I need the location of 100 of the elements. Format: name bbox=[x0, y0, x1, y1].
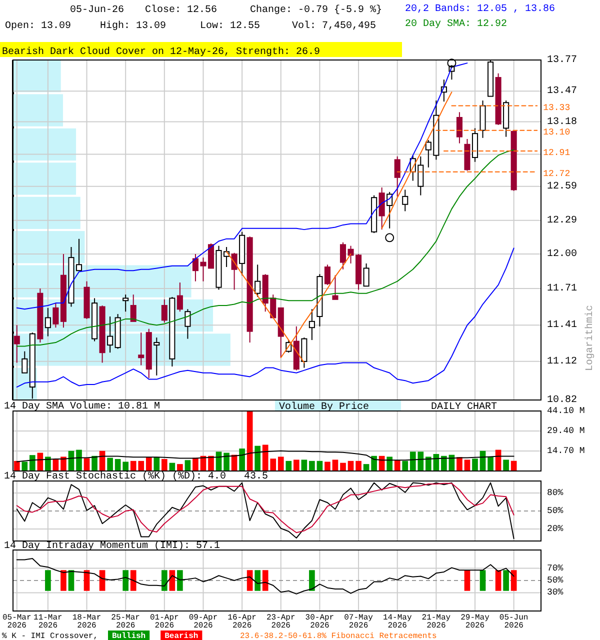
y-tick-label: 12.00 bbox=[547, 249, 578, 260]
data-label: 13.10 bbox=[543, 127, 570, 138]
x-tick-label: 14-May 2026 bbox=[382, 614, 412, 630]
bar bbox=[309, 460, 315, 471]
candlestick bbox=[254, 264, 261, 298]
candlestick bbox=[308, 308, 315, 341]
text: Close: 12.56 bbox=[145, 4, 218, 16]
bar bbox=[456, 457, 462, 471]
chart-title: 14 Day Intraday Momentum (IMI): 57.1 bbox=[4, 540, 220, 552]
x-tick-label: 30-Apr 2026 bbox=[305, 614, 334, 630]
bar bbox=[294, 460, 300, 471]
y-tick-label: 12.29 bbox=[547, 215, 578, 226]
x-tick-label: 23-Apr 2026 bbox=[266, 614, 296, 630]
y-tick-label: 20% bbox=[547, 524, 564, 534]
bar bbox=[162, 459, 168, 471]
text: Volume By Price bbox=[279, 401, 370, 413]
bar bbox=[177, 464, 183, 471]
candlestick bbox=[301, 337, 308, 368]
bar bbox=[13, 196, 80, 229]
candlestick bbox=[324, 264, 330, 286]
line-series bbox=[16, 149, 514, 347]
y-tick-label: 10.82 bbox=[547, 395, 578, 406]
bar bbox=[192, 458, 198, 471]
bar bbox=[122, 462, 128, 471]
text: Change: -0.79 {-5.9 %} bbox=[250, 4, 382, 16]
candlestick bbox=[22, 350, 28, 374]
annotation: DAILY CHART bbox=[431, 402, 498, 413]
bar bbox=[356, 460, 362, 471]
bar bbox=[45, 456, 51, 471]
bar bbox=[324, 462, 330, 471]
line-series bbox=[16, 450, 514, 462]
y-tick-label: 50% bbox=[547, 506, 564, 516]
bar bbox=[472, 458, 478, 471]
legend-title: % K - IMI Crossover, bbox=[2, 632, 98, 640]
x-tick-label: 05-Mar 2026 bbox=[2, 614, 32, 630]
x-tick-label: 21-May 2026 bbox=[422, 614, 451, 630]
bar bbox=[13, 128, 76, 161]
y-tick-label: 29.40 M bbox=[547, 426, 585, 436]
y-tick-label: 11.41 bbox=[547, 320, 578, 332]
bar bbox=[286, 460, 292, 471]
y-tick-label: 30% bbox=[547, 588, 564, 598]
bar bbox=[488, 456, 494, 471]
text: Bullish bbox=[112, 632, 146, 640]
candlestick bbox=[456, 112, 462, 144]
y-tick-label: 13.77 bbox=[547, 55, 578, 66]
chart-title: 14 Day SMA Volume: 10.81 M bbox=[4, 400, 160, 412]
bar bbox=[394, 460, 400, 471]
candlestick bbox=[378, 186, 385, 230]
bar bbox=[154, 457, 160, 471]
text: High: 13.09 bbox=[100, 20, 166, 32]
candlestick bbox=[107, 316, 114, 354]
candlestick bbox=[130, 294, 136, 322]
bar bbox=[254, 446, 260, 471]
candlestick bbox=[386, 191, 393, 229]
candlestick bbox=[402, 189, 408, 212]
bar bbox=[426, 456, 432, 471]
bar bbox=[60, 456, 66, 471]
bar bbox=[92, 456, 98, 471]
y-tick-label: 11.12 bbox=[547, 356, 578, 368]
candlestick bbox=[14, 324, 20, 364]
bar bbox=[371, 456, 377, 471]
y-tick-label: 11.71 bbox=[547, 284, 578, 295]
x-tick-label: 11-Mar 2026 bbox=[34, 614, 63, 630]
bar bbox=[13, 60, 61, 92]
bar bbox=[114, 459, 121, 471]
y-tick-label: 13.18 bbox=[547, 116, 578, 128]
text: 20,2 Bands: 12.05 , 13.86 bbox=[405, 3, 556, 15]
data-label: 13.33 bbox=[543, 102, 570, 113]
text: 23.6-38.2-50-61.8% Fibonacci Retracements bbox=[240, 632, 438, 640]
bar bbox=[76, 450, 82, 471]
bar bbox=[13, 94, 64, 126]
bar bbox=[402, 460, 408, 471]
y-tick-label: 12.59 bbox=[547, 181, 578, 192]
y-tick-label: 14.70 M bbox=[547, 446, 585, 456]
bar bbox=[224, 452, 230, 471]
x-tick-label: 09-Apr 2026 bbox=[188, 614, 218, 630]
bar bbox=[332, 460, 338, 471]
bar bbox=[13, 162, 76, 195]
y-tick-label: 13.47 bbox=[547, 86, 578, 98]
candlestick bbox=[332, 274, 338, 300]
bar bbox=[30, 455, 36, 471]
bar bbox=[208, 456, 214, 471]
text: Vol: 7,450,495 bbox=[292, 20, 376, 32]
bar bbox=[301, 460, 308, 471]
candlestick bbox=[161, 298, 168, 324]
candlestick bbox=[138, 332, 144, 366]
bar bbox=[246, 411, 253, 471]
bar bbox=[386, 456, 392, 471]
candlestick bbox=[472, 128, 478, 162]
candlestick bbox=[44, 307, 51, 337]
x-tick-label: 16-Apr 2026 bbox=[228, 614, 257, 630]
y-tick-label: 44.10 M bbox=[547, 406, 585, 416]
data-label: 12.91 bbox=[543, 148, 570, 158]
bar bbox=[340, 462, 346, 471]
candlestick bbox=[122, 294, 129, 312]
chart-title: 05-Jun-26 bbox=[70, 5, 124, 16]
x-tick-label: 05-Jun 2026 bbox=[499, 614, 528, 630]
bar bbox=[107, 458, 113, 471]
x-tick-label: 29-May 2026 bbox=[460, 614, 490, 630]
bar bbox=[146, 457, 152, 471]
